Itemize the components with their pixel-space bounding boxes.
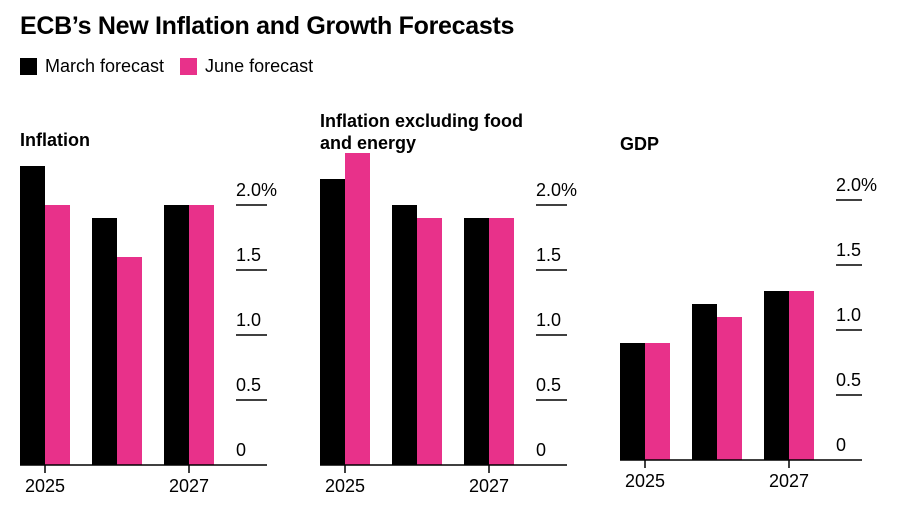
- core-inflation-ytick-label-2: 1.0: [536, 310, 561, 330]
- gdp-xtick-label-2025: 2025: [625, 471, 665, 491]
- gdp-bar-2025-march: [620, 343, 645, 460]
- core-inflation-bar-2027-march: [464, 218, 489, 465]
- inflation-ytick-label-2: 1.0: [236, 310, 261, 330]
- panel-title-gdp: GDP: [620, 134, 660, 154]
- core-inflation-bar-2025-march: [320, 179, 345, 465]
- panel-title-core-line-2: and energy: [320, 133, 417, 153]
- legend-item-march: March forecast: [20, 56, 164, 77]
- legend-label-june: June forecast: [205, 55, 314, 76]
- core-inflation-bar-2027-june: [489, 218, 514, 465]
- panel-title-core-line-1: Inflation excluding food: [320, 111, 523, 131]
- inflation-bar-2026-march: [92, 218, 117, 465]
- inflation-bar-2025-june: [45, 205, 70, 465]
- inflation-bar-2027-june: [189, 205, 214, 465]
- gdp-ytick-label-1: 0.5: [836, 370, 861, 390]
- inflation-xtick-label-2027: 2027: [169, 476, 209, 496]
- core-inflation-ytick-label-4: 2.0%: [536, 180, 577, 200]
- gdp-ytick-label-3: 1.5: [836, 240, 861, 260]
- gdp-bar-2026-march: [692, 304, 717, 460]
- panel-title-core-inflation: Inflation excluding food and energy: [320, 110, 523, 154]
- gdp-ytick-label-4: 2.0%: [836, 175, 877, 195]
- panel-title-inflation: Inflation: [20, 130, 90, 150]
- chart-title: ECB’s New Inflation and Growth Forecasts: [20, 12, 515, 40]
- core-inflation-bar-2026-june: [417, 218, 442, 465]
- gdp-bar-2027-march: [764, 291, 789, 460]
- gdp-ytick-label-0: 0: [836, 435, 846, 455]
- core-inflation-ytick-label-3: 1.5: [536, 245, 561, 265]
- gdp-ytick-label-2: 1.0: [836, 305, 861, 325]
- core-inflation-bar-2026-march: [392, 205, 417, 465]
- legend-label-march: March forecast: [45, 55, 165, 76]
- gdp-xtick-label-2027: 2027: [769, 471, 809, 491]
- gdp-bar-2027-june: [789, 291, 814, 460]
- inflation-ytick-label-3: 1.5: [236, 245, 261, 265]
- inflation-bar-2027-march: [164, 205, 189, 465]
- inflation-bar-2026-june: [117, 257, 142, 465]
- gdp-bar-2025-june: [645, 343, 670, 460]
- core-inflation-xtick-label-2025: 2025: [325, 476, 365, 496]
- inflation-bar-2025-march: [20, 166, 45, 465]
- legend: March forecast June forecast: [20, 55, 329, 77]
- core-inflation-bar-2025-june: [345, 153, 370, 465]
- legend-swatch-march: [20, 57, 37, 75]
- core-inflation-ytick-label-0: 0: [536, 440, 546, 460]
- legend-swatch-june: [180, 57, 198, 75]
- inflation-ytick-label-1: 0.5: [236, 375, 261, 395]
- gdp-bar-2026-june: [717, 317, 742, 460]
- legend-item-june: June forecast: [180, 56, 313, 77]
- core-inflation-ytick-label-1: 0.5: [536, 375, 561, 395]
- core-inflation-xtick-label-2027: 2027: [469, 476, 509, 496]
- inflation-xtick-label-2025: 2025: [25, 476, 65, 496]
- inflation-ytick-label-0: 0: [236, 440, 246, 460]
- inflation-ytick-label-4: 2.0%: [236, 180, 277, 200]
